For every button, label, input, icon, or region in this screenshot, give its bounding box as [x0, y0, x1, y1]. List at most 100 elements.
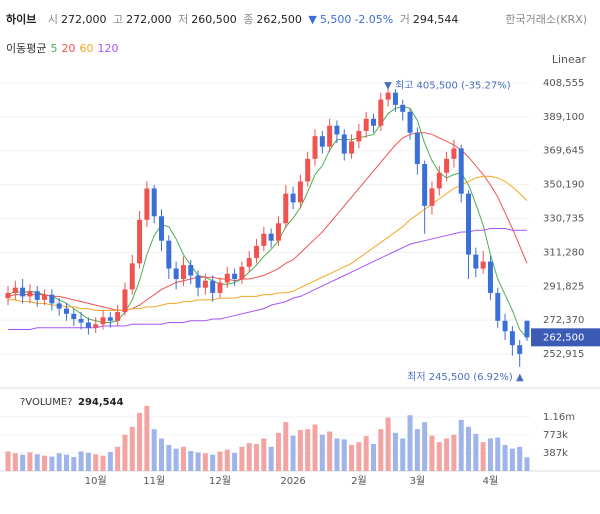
candle-body	[319, 136, 325, 147]
volume-bar	[414, 429, 420, 471]
candle-body	[217, 282, 223, 293]
volume-bar	[210, 454, 216, 471]
volume-bar	[27, 452, 33, 471]
legend-item: 120	[97, 42, 119, 55]
volume-bar	[268, 446, 274, 471]
legend-item: 5	[50, 42, 58, 55]
volume-bar	[275, 432, 281, 471]
candle-body	[5, 292, 11, 299]
volume-bar	[180, 446, 186, 471]
candle-body	[49, 294, 55, 304]
volume-bar	[283, 422, 289, 471]
x-tick-label: 2026	[280, 476, 305, 487]
candle-body	[224, 273, 230, 283]
x-tick-label: 4월	[483, 475, 499, 487]
volume-bar	[195, 452, 201, 471]
candle-body	[429, 188, 435, 206]
volume-bar	[524, 457, 530, 471]
candle-body	[159, 216, 165, 241]
volume-bar	[5, 451, 11, 471]
volume-bar	[202, 453, 208, 471]
candle-body	[107, 317, 113, 321]
scale-button[interactable]: Linear	[551, 53, 586, 66]
volume-bar	[334, 438, 340, 471]
volume-bar	[422, 422, 428, 471]
legend-item: 20	[61, 42, 76, 55]
candle-body	[524, 320, 530, 338]
value: 262,500	[256, 13, 302, 26]
candle-body	[137, 219, 143, 264]
candle-body	[78, 319, 84, 323]
volume-bar	[34, 454, 40, 471]
price-tag	[531, 328, 600, 347]
label: 종	[243, 13, 254, 26]
volume-bar	[20, 454, 26, 471]
candle-body	[144, 188, 150, 220]
candle-body	[283, 193, 289, 224]
candle-body	[56, 303, 62, 309]
volume-bar	[487, 438, 493, 471]
candle-body	[487, 261, 493, 293]
volume-bar	[305, 429, 311, 471]
ma-title: 이동평균	[6, 42, 47, 55]
x-tick-label: 3월	[410, 475, 426, 487]
max-annotation: ▼ 최고 405,500 (-35.27%)	[384, 79, 511, 91]
candle-body	[210, 280, 216, 293]
candle-body	[42, 294, 48, 300]
y-tick-label: 387k	[543, 448, 568, 459]
volume-bar	[224, 449, 230, 471]
candle-body	[34, 291, 40, 300]
price-tag-label: 262,500	[543, 332, 584, 343]
value: 272,000	[61, 13, 107, 26]
y-tick-label: 369,645	[543, 146, 584, 157]
volume-bar	[49, 456, 55, 471]
volume-bar	[466, 426, 472, 471]
ma-line	[7, 106, 528, 339]
volume-bar	[78, 451, 84, 471]
candle-body	[378, 99, 384, 126]
candle-body	[122, 289, 128, 313]
candle-body	[385, 92, 391, 100]
candle-body	[275, 223, 281, 241]
volume-bar	[509, 448, 515, 471]
label: 거	[399, 13, 410, 26]
candle-body	[422, 164, 428, 206]
change-arrow: ▼	[308, 13, 317, 26]
candle-body	[27, 291, 33, 297]
y-tick-label: 408,555	[543, 78, 584, 89]
volume-last: 294,544	[78, 397, 124, 408]
candle-body	[261, 233, 267, 246]
candle-body	[166, 240, 172, 269]
volume-bar	[436, 442, 442, 471]
value: 294,544	[412, 13, 459, 26]
y-tick-label: 311,280	[543, 247, 584, 258]
min-annotation: 최저 245,500 (6.92%) ▲	[407, 371, 524, 383]
volume-bar	[378, 429, 384, 471]
volume-bar	[107, 451, 113, 471]
volume-bar	[100, 455, 106, 471]
candle-body	[290, 193, 296, 203]
volume-bar	[341, 439, 347, 471]
candle-body	[407, 111, 413, 133]
volume-bar	[458, 419, 464, 471]
candle-body	[254, 245, 260, 259]
stock-name: 하이브	[6, 13, 37, 26]
volume-bar	[239, 446, 245, 471]
y-tick-label: 272,370	[543, 315, 584, 326]
volume-bar	[151, 429, 157, 471]
candle-body	[517, 345, 523, 354]
volume-title: ?VOLUME?	[20, 397, 73, 408]
candle-body	[502, 320, 508, 332]
volume-bar	[188, 451, 194, 471]
label: 시	[47, 13, 58, 26]
y-tick-label: 1.16m	[543, 412, 575, 423]
volume-bar	[137, 412, 143, 471]
volume-bar	[173, 448, 179, 471]
volume-bar	[290, 435, 296, 471]
volume-bar	[495, 437, 501, 471]
volume-bar	[12, 453, 18, 471]
candle-body	[129, 263, 135, 290]
volume-bar	[261, 438, 267, 471]
volume-bar	[56, 453, 62, 471]
